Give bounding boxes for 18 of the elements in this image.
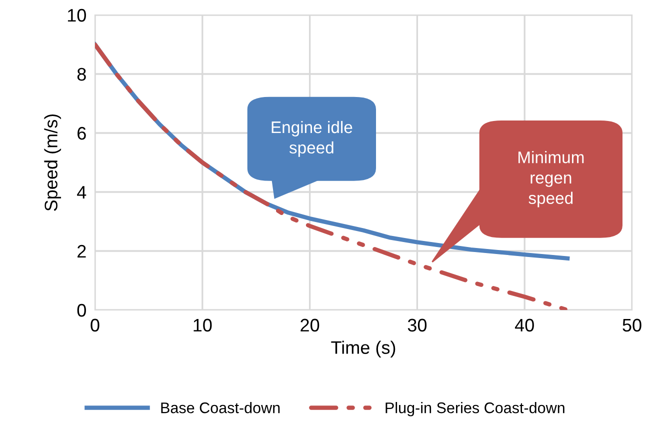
- x-axis-title: Time (s): [331, 340, 396, 358]
- y-tick-label: 2: [78, 244, 86, 258]
- legend-label: Plug-in Series Coast-down: [386, 402, 564, 416]
- y-tick-label: 8: [77, 68, 86, 81]
- x-tick-label: 50: [622, 318, 642, 332]
- y-tick-label: 4: [77, 186, 86, 199]
- x-tick-label: 30: [408, 318, 427, 332]
- y-tick-label: 0: [77, 304, 86, 317]
- x-tick-label: 20: [300, 318, 320, 332]
- y-tick-label: 10: [68, 8, 86, 22]
- x-tick-label: 40: [514, 318, 534, 332]
- x-tick-label: 10: [194, 318, 212, 332]
- x-tick-label: 0: [90, 318, 100, 332]
- y-axis-title: Speed (m/s): [44, 114, 62, 211]
- annotation: Engine idle speed: [272, 120, 352, 157]
- y-tick-label: 6: [78, 126, 86, 140]
- legend-label: Base Coast-down: [161, 402, 280, 414]
- annotation: Minimum regen speed: [518, 151, 584, 208]
